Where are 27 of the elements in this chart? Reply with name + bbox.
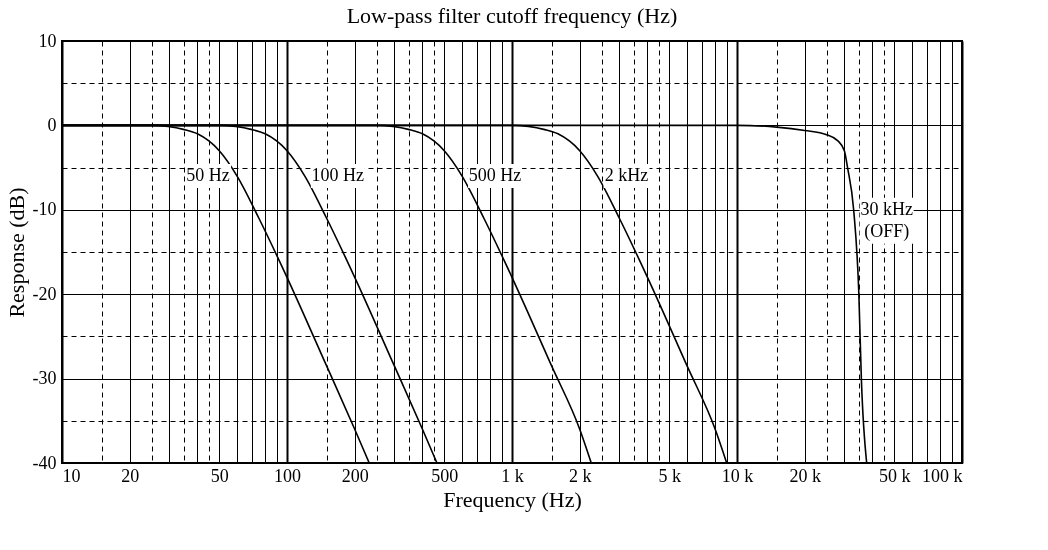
x-axis-title: Frequency (Hz) <box>443 486 582 512</box>
y-tick-label: 0 <box>47 114 57 135</box>
x-tick-label: 200 <box>341 465 369 486</box>
y-axis-title: Response (dB) <box>3 187 29 318</box>
x-tick-label: 10 <box>62 465 81 486</box>
x-tick-label: 1 k <box>501 465 524 486</box>
x-tick-label: 50 <box>210 465 229 486</box>
x-tick-label: 20 k <box>789 465 821 486</box>
y-tick-label: -30 <box>32 368 57 389</box>
x-tick-label: 500 <box>431 465 459 486</box>
series-label: 500 Hz <box>468 165 522 186</box>
series-label: 2 kHz <box>604 165 649 186</box>
x-tick-label: 2 k <box>568 465 592 486</box>
x-tick-label: 5 k <box>658 465 682 486</box>
y-tick-label: -10 <box>32 199 57 220</box>
y-tick-label: -40 <box>32 452 57 473</box>
chart-title: Low-pass filter cutoff frequency (Hz) <box>346 3 678 28</box>
x-tick-label: 100 <box>274 465 301 486</box>
x-tick-label: 50 k <box>879 465 911 486</box>
x-tick-label: 10 k <box>721 465 754 486</box>
y-tick-label: 10 <box>38 30 57 51</box>
series-label: 30 kHz (OFF) <box>860 198 913 242</box>
x-tick-label: 20 <box>121 465 140 486</box>
x-tick-label: 100 k <box>922 465 963 486</box>
series-label: 50 Hz <box>186 165 230 186</box>
series-label: 100 Hz <box>311 165 365 186</box>
y-tick-label: -20 <box>32 283 57 304</box>
